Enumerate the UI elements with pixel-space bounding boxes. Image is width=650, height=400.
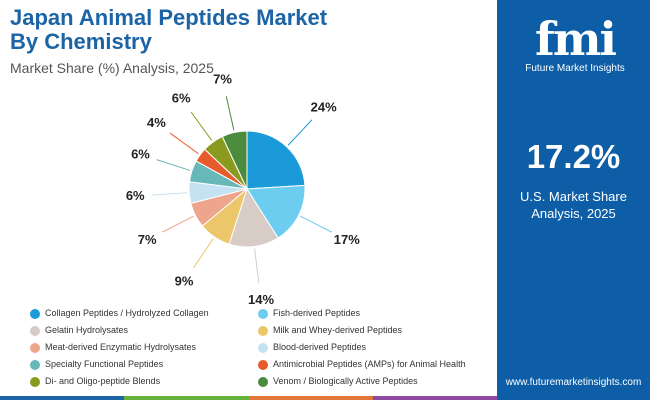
highlight-caption: U.S. Market Share Analysis, 2025	[497, 188, 650, 222]
bottom-color-bar	[0, 396, 497, 400]
data-label: 9%	[175, 274, 194, 289]
website-link[interactable]: www.futuremarketinsights.com	[505, 377, 642, 388]
legend-swatch	[30, 326, 40, 336]
legend-label: Milk and Whey-derived Peptides	[273, 325, 403, 335]
highlight-caption-line-2: Analysis, 2025	[531, 206, 616, 221]
data-label: 17%	[334, 232, 360, 247]
data-label: 7%	[213, 72, 232, 87]
logo-letters: fmi	[535, 12, 617, 66]
leader-line	[287, 119, 313, 146]
data-label: 6%	[126, 188, 145, 203]
leader-line	[169, 132, 199, 155]
leader-line	[300, 215, 332, 233]
legend-swatch	[258, 326, 268, 336]
pie-slice	[221, 130, 248, 190]
legend-label: Blood-derived Peptides	[273, 342, 367, 352]
title-line-1: Japan Animal Peptides Market	[10, 5, 328, 30]
legend-swatch	[258, 360, 268, 370]
legend-swatch	[258, 309, 268, 319]
data-label: 4%	[147, 115, 166, 130]
legend-swatch	[30, 343, 40, 353]
data-label: 7%	[138, 232, 157, 247]
legend-label: Collagen Peptides / Hydrolyzed Collagen	[45, 308, 209, 318]
side-panel: fmi Future Market Insights 17.2% U.S. Ma…	[497, 0, 650, 400]
legend-swatch	[258, 377, 268, 387]
legend-label: Antimicrobial Peptides (AMPs) for Animal…	[273, 359, 466, 369]
leader-line	[162, 215, 194, 233]
legend-label: Venom / Biologically Active Peptides	[273, 376, 418, 386]
logo-text: Future Market Insights	[525, 63, 625, 74]
chart-subtitle: Market Share (%) Analysis, 2025	[10, 60, 214, 76]
pie-slice	[246, 130, 306, 190]
leader-line	[225, 96, 235, 131]
legend-swatch	[30, 360, 40, 370]
legend-label: Specialty Functional Peptides	[45, 359, 164, 369]
pie-chart: 24% 17% 14% 9% 7% 6% 6% 4% 6% 7%	[126, 72, 360, 307]
leader-line	[193, 238, 214, 268]
leader-line	[156, 159, 191, 171]
legend-swatch	[30, 377, 40, 387]
data-label: 24%	[311, 99, 337, 114]
legend-label: Di- and Oligo-peptide Blends	[45, 376, 161, 386]
leader-line	[254, 248, 260, 284]
pie-slice	[228, 187, 279, 248]
chart-title: Japan Animal Peptides Market By Chemistr…	[10, 6, 327, 54]
legend-swatch	[258, 343, 268, 353]
title-line-2: By Chemistry	[10, 29, 152, 54]
highlight-caption-line-1: U.S. Market Share	[520, 189, 627, 204]
legend-swatch	[30, 309, 40, 319]
legend-label: Meat-derived Enzymatic Hydrolysates	[45, 342, 197, 352]
leader-line	[152, 192, 188, 196]
data-label: 6%	[131, 146, 150, 161]
pie-slice	[246, 184, 306, 239]
data-label: 14%	[248, 292, 274, 307]
leader-line	[190, 111, 213, 141]
fmi-logo: fmi Future Market Insights	[515, 6, 635, 78]
data-label: 6%	[172, 90, 191, 105]
highlight-value: 17.2%	[526, 138, 621, 175]
legend-label: Fish-derived Peptides	[273, 308, 361, 318]
legend-label: Gelatin Hydrolysates	[45, 325, 129, 335]
